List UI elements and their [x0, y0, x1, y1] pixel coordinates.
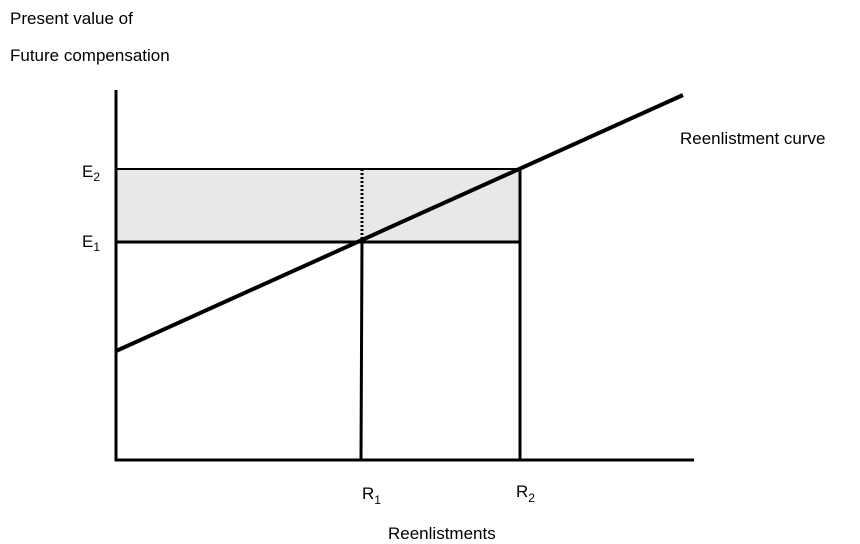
y-axis-label: Future compensation	[10, 46, 170, 65]
y-marker: E1	[82, 232, 100, 254]
x-marker: R2	[516, 482, 535, 505]
marker-base: R	[516, 482, 528, 501]
marker-base: E	[82, 162, 93, 181]
x-axis-label: Reenlistments	[388, 524, 496, 543]
reenlistment-curve	[115, 93, 684, 353]
shaded-area	[117, 170, 519, 241]
r1-line	[359, 237, 364, 461]
marker-base: E	[82, 232, 93, 251]
x-marker: R1	[362, 484, 381, 507]
curve-label: Reenlistment curve	[680, 129, 826, 148]
marker-sub: 2	[93, 170, 100, 184]
marker-sub: 2	[528, 491, 535, 505]
marker-base: R	[362, 484, 374, 503]
y-marker: E2	[82, 162, 100, 184]
marker-sub: 1	[93, 240, 100, 254]
marker-sub: 1	[374, 493, 381, 507]
y-axis-label: Present value of	[10, 9, 133, 28]
